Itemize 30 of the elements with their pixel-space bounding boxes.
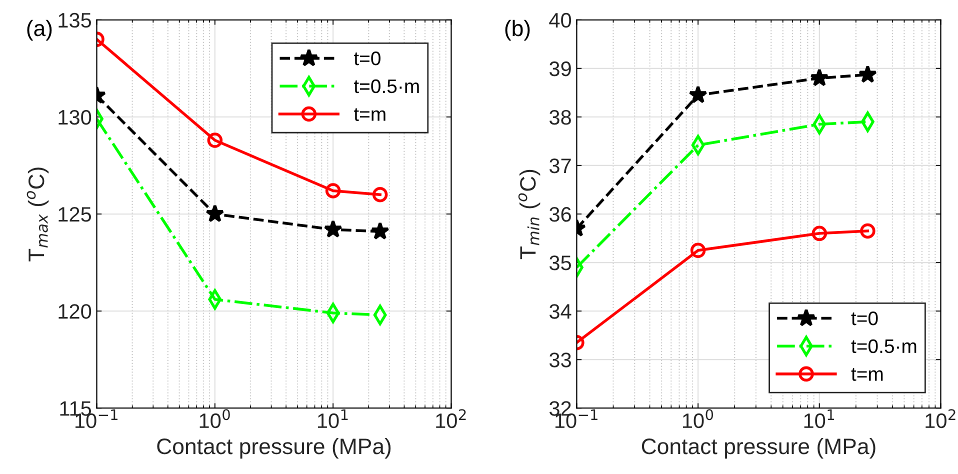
y-tick-label: 38 bbox=[549, 110, 571, 125]
legend-label: t=0 bbox=[851, 311, 878, 326]
legend-label: t=0.5·m bbox=[851, 339, 916, 354]
y-tick-label: 34 bbox=[549, 304, 572, 319]
y-tick-label: 125 bbox=[58, 207, 92, 222]
y-tick-label: 120 bbox=[58, 304, 92, 319]
x-tick-label: 10$^{0}$ bbox=[682, 409, 714, 428]
x-tick-label: 10$^{2}$ bbox=[436, 409, 466, 428]
y-tick-label: 130 bbox=[58, 110, 92, 125]
y-tick-label: 36 bbox=[549, 207, 571, 222]
text: (b) bbox=[505, 20, 530, 41]
x-tick-label: 10$^{0}$ bbox=[200, 409, 230, 428]
legend-label: t=0 bbox=[354, 52, 380, 66]
x-axis-title: Contact pressure (MPa) bbox=[157, 438, 391, 459]
y-axis-title: T$_{min}$ ($^{o}$C) bbox=[518, 170, 540, 260]
legend-label: t=m bbox=[354, 108, 386, 121]
text: (a) bbox=[27, 20, 52, 41]
y-tick-label: 39 bbox=[549, 61, 571, 76]
y-tick-label: 33 bbox=[549, 352, 571, 368]
legend-label: t=0.5·m bbox=[354, 79, 419, 94]
y-tick-label: 40 bbox=[549, 12, 572, 28]
y-tick-label: 37 bbox=[549, 158, 571, 174]
x-tick-label: 10$^{2}$ bbox=[926, 409, 956, 428]
x-tick-label: 10$^{1}$ bbox=[804, 409, 834, 428]
y-tick-label: 135 bbox=[58, 12, 92, 28]
y-tick-label: 35 bbox=[549, 256, 571, 270]
x-tick-label: 10$^{1}$ bbox=[318, 409, 348, 428]
y-axis-title: T$_{max}$ ($^{o}$C) bbox=[26, 168, 49, 262]
legend-label: t=m bbox=[851, 368, 883, 381]
x-axis-title: Contact pressure (MPa) bbox=[642, 438, 876, 459]
